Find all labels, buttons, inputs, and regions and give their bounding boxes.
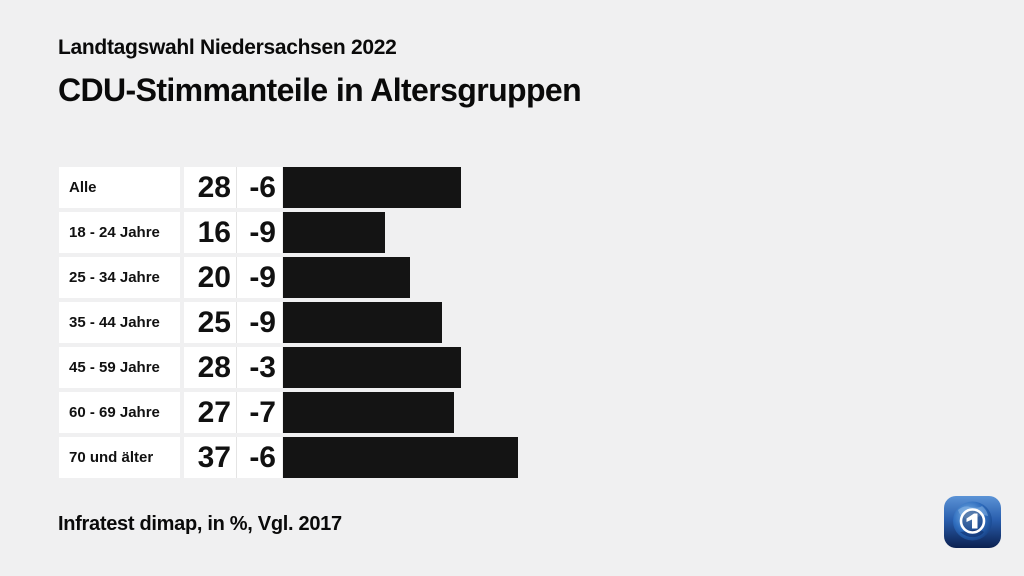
row-label: 45 - 59 Jahre <box>59 347 180 388</box>
bar <box>283 257 410 298</box>
row-diff: -7 <box>236 392 282 433</box>
chart-row: 35 - 44 Jahre 25 -9 <box>59 302 518 343</box>
page-title: CDU-Stimmanteile in Altersgruppen <box>58 72 582 108</box>
bar <box>283 167 461 208</box>
row-label: 70 und älter <box>59 437 180 478</box>
row-label: 60 - 69 Jahre <box>59 392 180 433</box>
bar-chart: Alle 28 -6 18 - 24 Jahre 16 -9 25 - 34 J… <box>59 167 518 482</box>
row-value: 16 <box>184 212 236 253</box>
tagesschau-logo-icon <box>944 496 1001 548</box>
chart-row: 70 und älter 37 -6 <box>59 437 518 478</box>
row-diff: -9 <box>236 212 282 253</box>
chart-row: 45 - 59 Jahre 28 -3 <box>59 347 518 388</box>
chart-row: 60 - 69 Jahre 27 -7 <box>59 392 518 433</box>
bar <box>283 302 442 343</box>
row-value: 25 <box>184 302 236 343</box>
bar <box>283 347 461 388</box>
row-diff: -9 <box>236 257 282 298</box>
bar <box>283 392 454 433</box>
row-value: 27 <box>184 392 236 433</box>
row-diff: -6 <box>236 167 282 208</box>
row-value: 28 <box>184 167 236 208</box>
bar <box>283 212 385 253</box>
row-label: 35 - 44 Jahre <box>59 302 180 343</box>
row-value: 37 <box>184 437 236 478</box>
chart-subtitle: Landtagswahl Niedersachsen 2022 <box>58 36 397 59</box>
row-label: 25 - 34 Jahre <box>59 257 180 298</box>
row-value: 28 <box>184 347 236 388</box>
row-diff: -9 <box>236 302 282 343</box>
chart-row: Alle 28 -6 <box>59 167 518 208</box>
row-diff: -6 <box>236 437 282 478</box>
row-value: 20 <box>184 257 236 298</box>
bar <box>283 437 518 478</box>
source-note: Infratest dimap, in %, Vgl. 2017 <box>58 513 342 535</box>
row-label: Alle <box>59 167 180 208</box>
row-label: 18 - 24 Jahre <box>59 212 180 253</box>
chart-row: 18 - 24 Jahre 16 -9 <box>59 212 518 253</box>
chart-row: 25 - 34 Jahre 20 -9 <box>59 257 518 298</box>
row-diff: -3 <box>236 347 282 388</box>
